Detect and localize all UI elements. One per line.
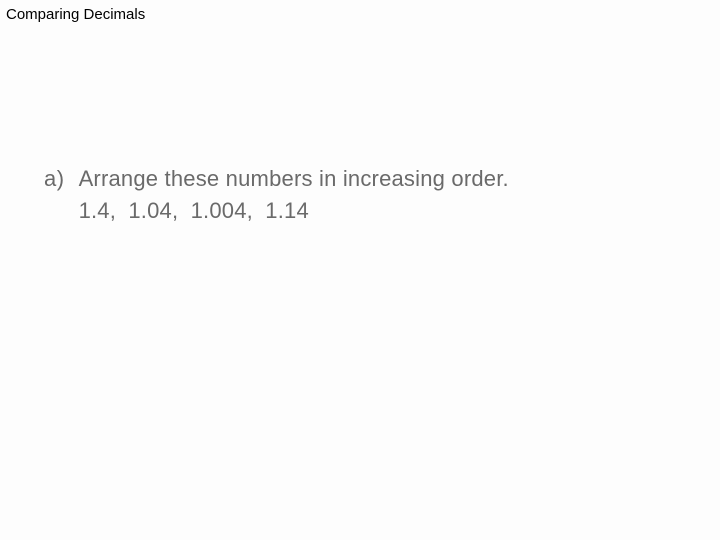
question-numbers: 1.4, 1.04, 1.004, 1.14	[79, 196, 509, 226]
question-body: Arrange these numbers in increasing orde…	[79, 164, 509, 225]
question-prompt: Arrange these numbers in increasing orde…	[79, 164, 509, 194]
question-block: a) Arrange these numbers in increasing o…	[44, 164, 509, 225]
page-title: Comparing Decimals	[6, 6, 145, 23]
question-label: a)	[44, 164, 65, 194]
